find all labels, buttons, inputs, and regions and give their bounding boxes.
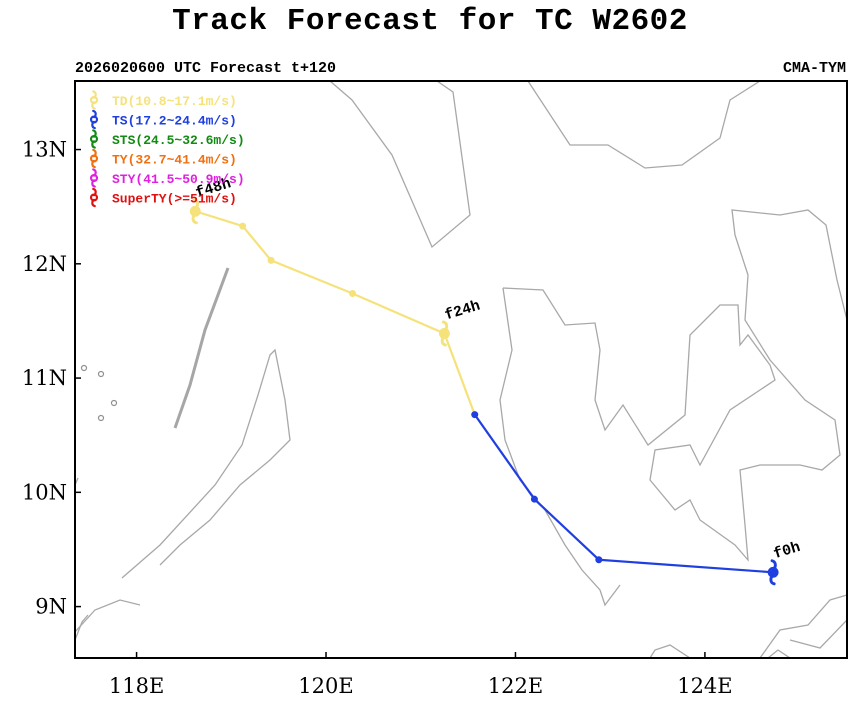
track-point	[267, 256, 275, 264]
legend-typhoon-icon	[89, 168, 99, 188]
x-tick-label: 120E	[298, 674, 353, 698]
model-name-label: CMA-TYM	[782, 60, 846, 77]
legend-entry: STS(24.5~32.6m/s)	[112, 133, 245, 148]
track-point	[349, 290, 357, 298]
legend-entry: SuperTY(>=51m/s)	[112, 192, 237, 207]
track-segment	[598, 558, 774, 574]
track-point	[471, 411, 479, 419]
track-segment	[194, 210, 243, 228]
x-tick-label: 118E	[109, 674, 164, 698]
forecast-hour-label: f24h	[443, 298, 482, 325]
coastline-segment	[121, 348, 291, 579]
legend: TD(10.8~17.1m/s) TS(17.2~24.4m/s) STS(24.5…	[89, 90, 245, 208]
x-tick-label: 122E	[488, 674, 543, 698]
coastline-segment	[759, 594, 847, 658]
track-segment	[443, 333, 476, 416]
track-point	[530, 495, 538, 503]
forecast-time-label: 2026020600 UTC Forecast t+120	[75, 60, 337, 77]
track-typhoon-icon	[189, 198, 201, 225]
y-tick-label: 11N	[22, 366, 67, 390]
track-point	[239, 222, 247, 230]
y-tick-label: 9N	[35, 595, 67, 619]
coastline-segment	[329, 81, 471, 249]
track-typhoon-icon	[767, 559, 779, 586]
legend-entry: TS(17.2~24.4m/s)	[112, 114, 237, 129]
chart-title: Track Forecast for TC W2602	[172, 4, 688, 39]
coastline-segment	[527, 81, 761, 169]
track-segment	[270, 259, 353, 295]
track-segment	[473, 413, 536, 500]
coastline-segment	[789, 619, 847, 649]
track-segment	[352, 292, 445, 335]
y-tick-label: 13N	[22, 138, 67, 162]
track-segment	[241, 225, 272, 262]
legend-typhoon-icon	[89, 109, 99, 130]
coastline-segment	[75, 614, 89, 641]
coastline-segment	[502, 209, 847, 562]
islet	[97, 370, 105, 378]
legend-typhoon-icon	[89, 187, 99, 208]
track-segment	[533, 498, 600, 561]
legend-typhoon-icon	[89, 148, 99, 169]
island-outline	[173, 267, 230, 429]
legend-entry: STY(41.5~50.9m/s)	[112, 172, 245, 187]
legend-entry: TY(32.7~41.4m/s)	[112, 153, 237, 168]
islet	[110, 399, 118, 407]
legend-entry: TD(10.8~17.1m/s)	[112, 94, 237, 109]
plot-frame	[74, 80, 848, 659]
coastline-segment	[649, 644, 691, 658]
islet	[97, 414, 105, 422]
x-tick-label: 124E	[677, 674, 732, 698]
islet	[80, 364, 88, 372]
y-tick-label: 12N	[22, 252, 67, 276]
legend-typhoon-icon	[89, 90, 99, 110]
track-point	[595, 556, 603, 564]
legend-typhoon-icon	[89, 129, 99, 149]
coastline-segment	[75, 599, 141, 633]
axes: 118E 120E 122E 124E 9N 10N 11N 12N 13N	[22, 80, 848, 698]
coastline-segment	[767, 649, 791, 658]
coastline-segment	[499, 287, 621, 607]
coastlines	[75, 81, 847, 658]
forecast-hour-label: f0h	[772, 539, 803, 563]
track-typhoon-icon	[438, 320, 450, 347]
y-tick-label: 10N	[22, 480, 67, 504]
